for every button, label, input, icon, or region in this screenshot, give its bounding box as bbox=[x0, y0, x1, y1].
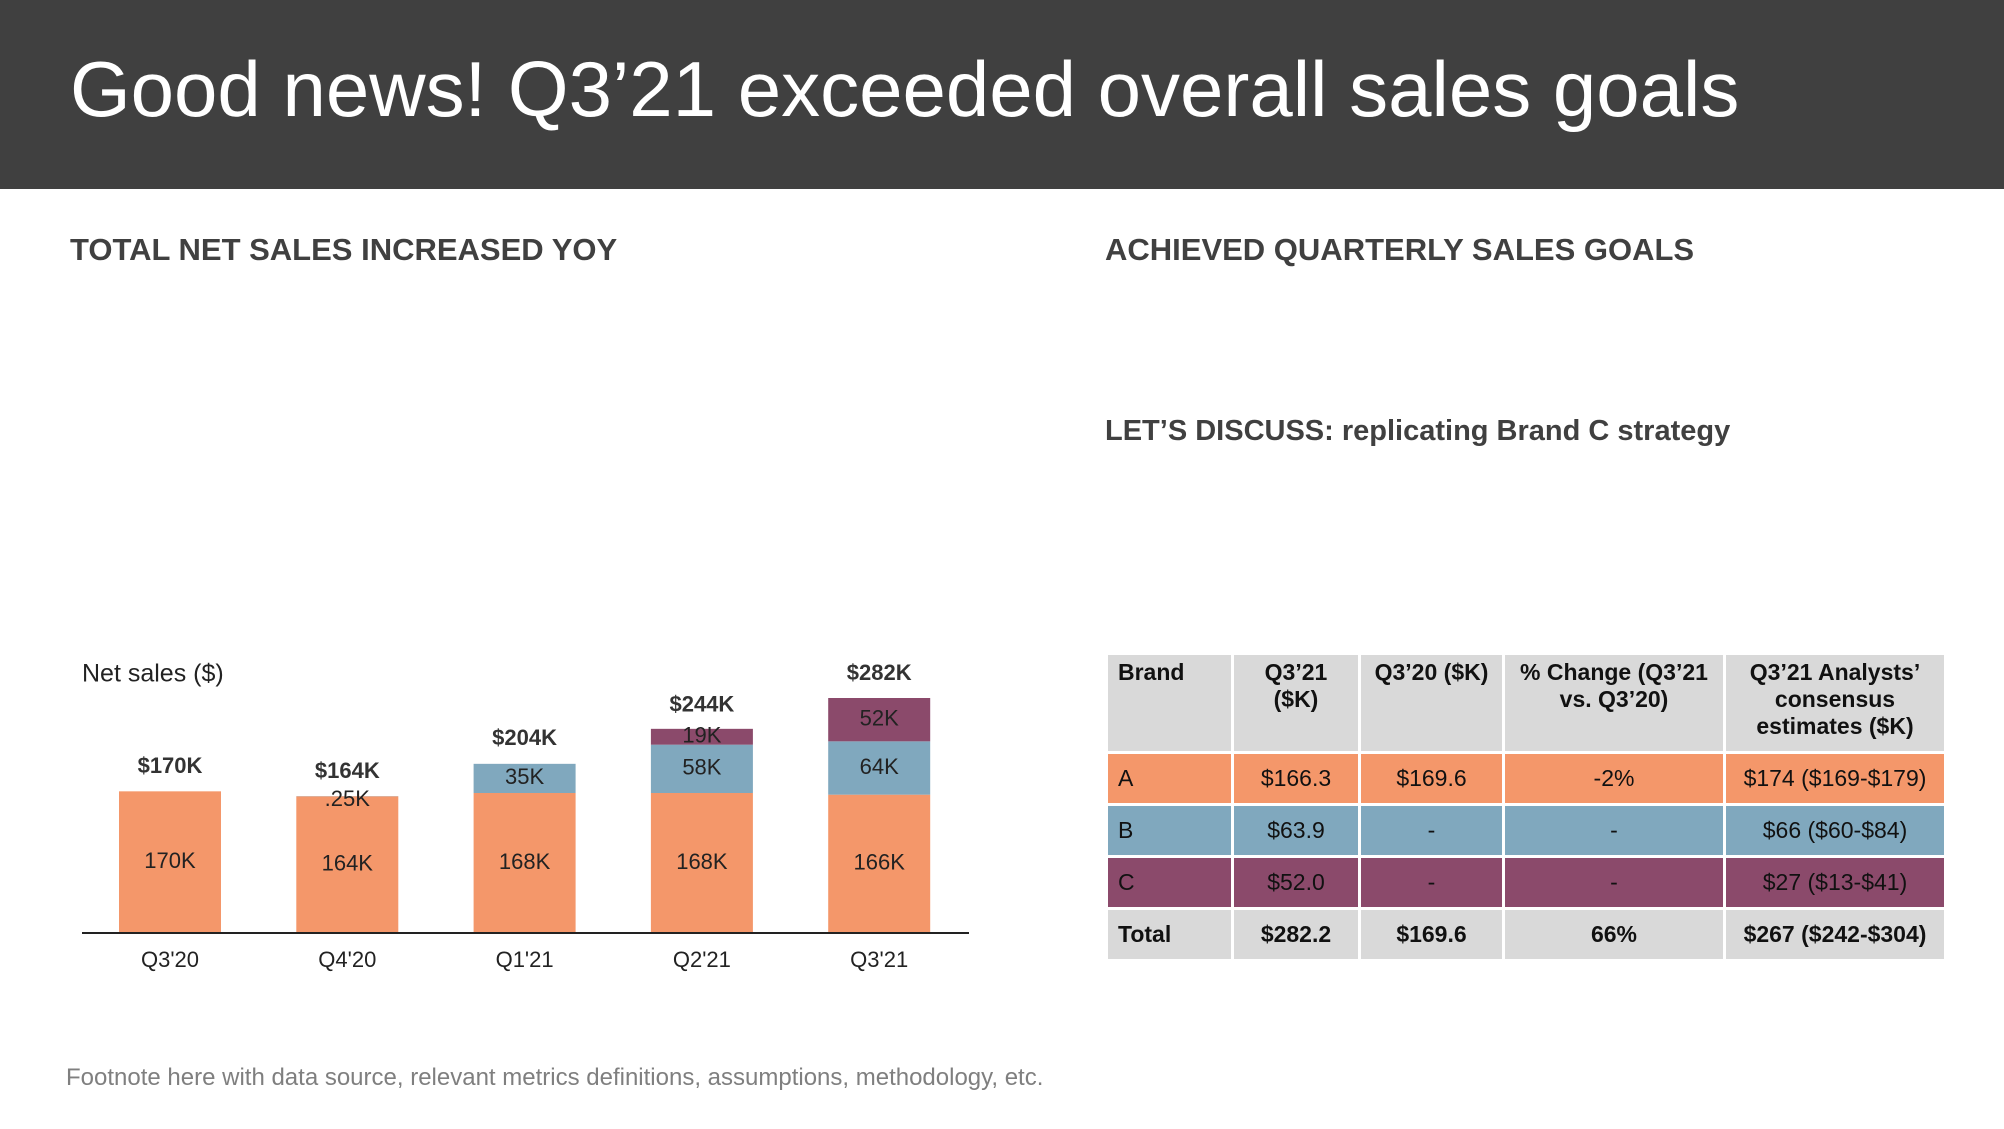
value-label: 168K bbox=[676, 849, 728, 874]
bar-segment bbox=[650, 793, 753, 933]
table-cell: $282.2 bbox=[1234, 910, 1358, 959]
bar-segment bbox=[828, 794, 931, 933]
bar-segment bbox=[650, 728, 753, 745]
discussion: LET’S DISCUSS: replicating Brand C strat… bbox=[1105, 415, 1731, 447]
bar-segment bbox=[296, 796, 399, 933]
value-label: 35K bbox=[505, 764, 544, 789]
footnote: Footnote here with data source, relevant… bbox=[66, 1064, 1044, 1091]
total-label: $282K bbox=[847, 660, 912, 685]
value-label: 64K bbox=[860, 754, 899, 779]
column-header: Q3’21 ($K) bbox=[1234, 655, 1358, 751]
table-cell: $166.3 bbox=[1234, 754, 1358, 803]
table-cell: $169.6 bbox=[1361, 754, 1502, 803]
value-label: 170K bbox=[144, 848, 196, 873]
value-label: 166K bbox=[854, 850, 906, 875]
table-cell: $174 ($169-$179) bbox=[1726, 754, 1944, 803]
table-row: C $52.0- - $27 ($13-$41) bbox=[1108, 858, 1944, 907]
bar-segment bbox=[473, 763, 576, 793]
column-header: % Change (Q3’21 vs. Q3’20) bbox=[1505, 655, 1723, 751]
column-header: Q3’21 Analysts’ consensus estimates ($K) bbox=[1726, 655, 1944, 751]
y-axis-label: Net sales ($) bbox=[82, 660, 224, 688]
total-label: $204K bbox=[492, 725, 557, 750]
column-header: Q3’20 ($K) bbox=[1361, 655, 1502, 751]
table-row: B $63.9- - $66 ($60-$84) bbox=[1108, 806, 1944, 855]
value-label: .25K bbox=[325, 786, 371, 811]
x-tick-label: Q1'21 bbox=[496, 947, 554, 972]
table-cell: C bbox=[1108, 858, 1231, 907]
bar-segment bbox=[473, 793, 576, 933]
value-label: 19K bbox=[682, 723, 721, 748]
x-tick-label: Q2'21 bbox=[673, 947, 731, 972]
bar-segment bbox=[828, 698, 931, 742]
table-cell: $267 ($242-$304) bbox=[1726, 910, 1944, 959]
bar-segment bbox=[119, 791, 221, 933]
chart: Net sales ($) 170K $170K Q3'20 164K .25K $164K… bbox=[82, 660, 969, 972]
table-cell: Total bbox=[1108, 910, 1231, 959]
table-cell: - bbox=[1505, 806, 1723, 855]
total-label: $170K bbox=[138, 753, 203, 778]
x-tick-label: Q3'20 bbox=[141, 947, 199, 972]
bar-segment bbox=[650, 744, 753, 793]
table-row: Total $282.2 $169.6 66% $267 ($242-$304) bbox=[1108, 910, 1944, 959]
total-label: $244K bbox=[669, 691, 734, 716]
table-cell: $52.0 bbox=[1234, 858, 1358, 907]
total-label: $164K bbox=[315, 758, 380, 783]
table-cell: A bbox=[1108, 754, 1231, 803]
table-cell: 66% bbox=[1505, 910, 1723, 959]
x-tick-label: Q3'21 bbox=[850, 947, 908, 972]
table-cell: - bbox=[1505, 858, 1723, 907]
table-header: Brand Q3’21 ($K) Q3’20 ($K)% Change (Q3’21… bbox=[1108, 655, 1944, 751]
table-cell: $66 ($60-$84) bbox=[1726, 806, 1944, 855]
x-tick-label: Q4'20 bbox=[318, 947, 376, 972]
value-label: 168K bbox=[499, 849, 551, 874]
table-cell: - bbox=[1361, 858, 1502, 907]
value-label: 164K bbox=[322, 850, 374, 875]
table-cell: -2% bbox=[1505, 754, 1723, 803]
table-cell: $169.6 bbox=[1361, 910, 1502, 959]
header: Good news! Q3’21 exceeded overall sales … bbox=[0, 0, 2004, 189]
table-body: A $166.3 $169.6 -2% $174 ($169-$179) B $63.9- -… bbox=[1108, 754, 1944, 959]
table-cell: $63.9 bbox=[1234, 806, 1358, 855]
bar-segment bbox=[828, 741, 931, 795]
sales-table: Brand Q3’21 ($K) Q3’20 ($K)% Change (Q3’21… bbox=[1105, 652, 1947, 962]
table-cell: - bbox=[1361, 806, 1502, 855]
table-cell: B bbox=[1108, 806, 1231, 855]
table-heading: ACHIEVED QUARTERLY SALES GOALS bbox=[1105, 232, 1695, 267]
column-header: Brand bbox=[1108, 655, 1231, 751]
slide-title: Good news! Q3’21 exceeded overall sales … bbox=[70, 45, 1740, 133]
chart-heading: TOTAL NET SALES INCREASED YOY bbox=[70, 232, 618, 267]
value-label: 58K bbox=[682, 755, 721, 780]
table-row: A $166.3 $169.6 -2% $174 ($169-$179) bbox=[1108, 754, 1944, 803]
value-label: 52K bbox=[860, 705, 899, 730]
table-cell: $27 ($13-$41) bbox=[1726, 858, 1944, 907]
